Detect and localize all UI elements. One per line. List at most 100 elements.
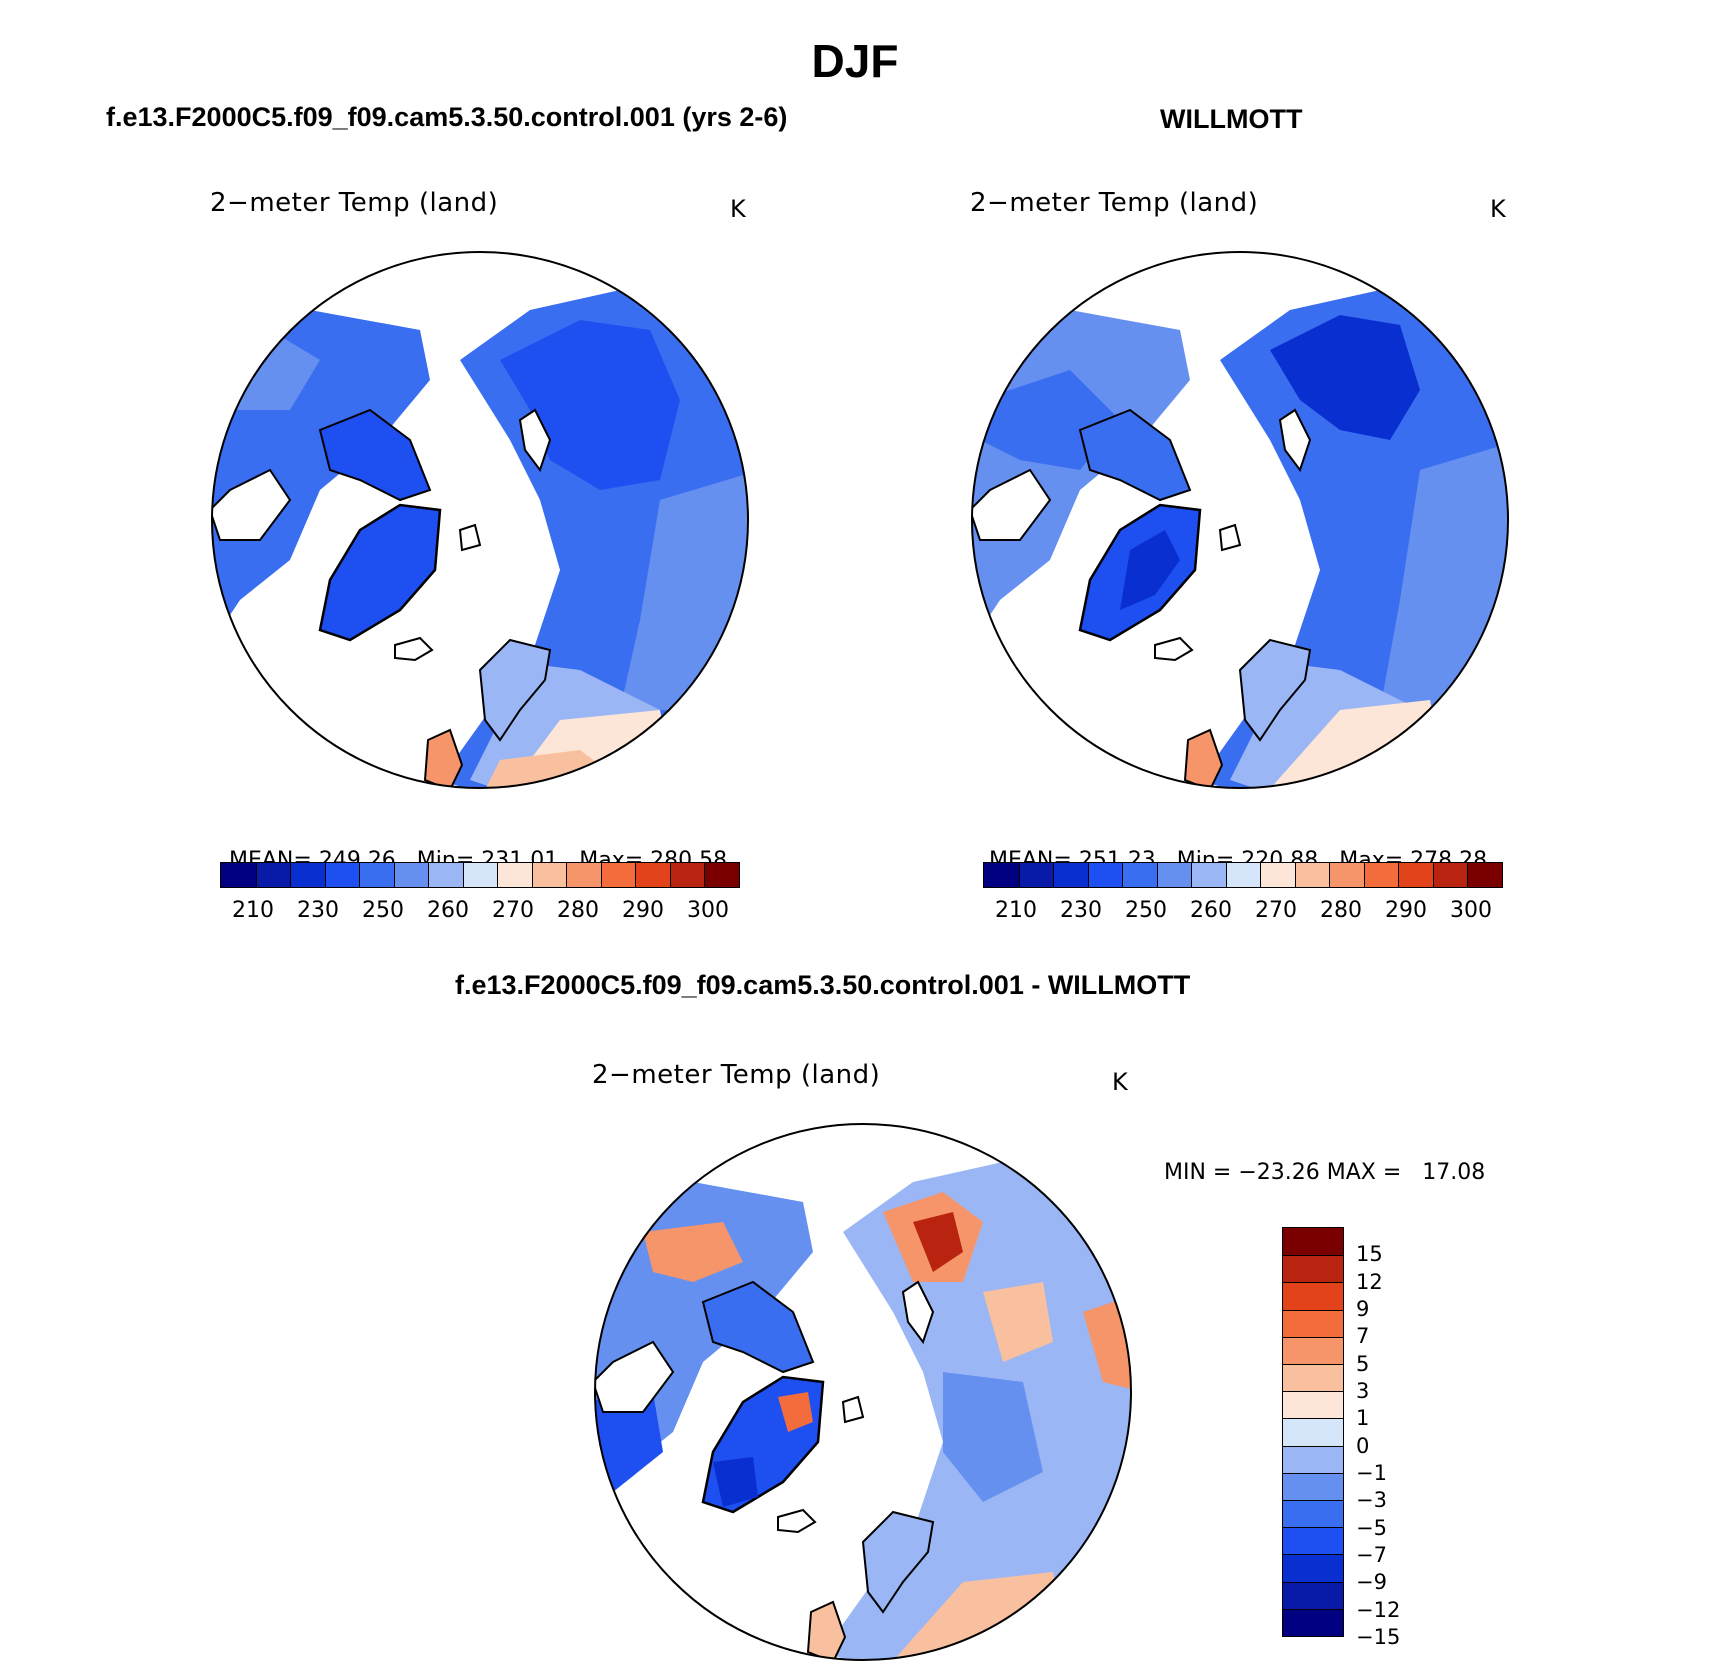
diff-colorbar-swatch bbox=[1283, 1228, 1343, 1256]
obs-title: WILLMOTT bbox=[1160, 104, 1303, 134]
diff-map-units: K bbox=[1112, 1068, 1128, 1096]
left-colorbar-swatch bbox=[531, 863, 567, 887]
right-land-iceland bbox=[1154, 636, 1194, 662]
diff-tick: 12 bbox=[1356, 1269, 1383, 1294]
diff-tick: 0 bbox=[1356, 1433, 1370, 1458]
diff-stats: MIN = −23.26 MAX = 17.08 bbox=[1164, 1160, 1486, 1185]
left-map-units: K bbox=[730, 195, 746, 223]
diff-colorbar-swatch bbox=[1283, 1336, 1343, 1364]
left-colorbar-swatch bbox=[324, 863, 360, 887]
right-colorbar-swatch bbox=[1398, 863, 1433, 887]
right-land-scandinavia bbox=[1238, 638, 1312, 742]
right-land-svalbard bbox=[1218, 523, 1242, 552]
left-tick: 280 bbox=[557, 898, 599, 923]
diff-colorbar-swatch bbox=[1283, 1472, 1343, 1500]
left-tick: 300 bbox=[687, 898, 729, 923]
left-colorbar-swatch bbox=[704, 863, 739, 887]
diff-land-central-warm bbox=[983, 1282, 1053, 1362]
diff-colorbar-ticks: 15 12 9 7 5 3 1 0 −1 −3 −5 −7 −9 −12 −15 bbox=[1356, 1227, 1436, 1649]
diff-colorbar-swatch bbox=[1283, 1581, 1343, 1609]
left-colorbar-swatch bbox=[462, 863, 498, 887]
right-tick: 290 bbox=[1385, 898, 1427, 923]
left-colorbar-swatch bbox=[635, 863, 670, 887]
left-land-archipelago bbox=[318, 408, 432, 502]
diff-land-siberia-hot bbox=[913, 1212, 963, 1272]
right-land-britain bbox=[1183, 728, 1224, 788]
diff-land-scandinavia bbox=[861, 1510, 935, 1614]
diff-colorbar-swatch bbox=[1283, 1255, 1343, 1283]
left-land-scandinavia bbox=[478, 638, 552, 742]
diff-land-greenland-warm bbox=[778, 1392, 813, 1432]
diff-tick: 1 bbox=[1356, 1406, 1370, 1431]
left-map-title: 2−meter Temp (land) bbox=[210, 188, 499, 218]
right-land-greenland-core bbox=[1120, 530, 1180, 610]
diff-land-hudson-bay bbox=[595, 1340, 675, 1413]
diff-tick: 3 bbox=[1356, 1379, 1370, 1403]
left-tick: 230 bbox=[297, 898, 339, 923]
right-colorbar-swatch bbox=[1432, 863, 1468, 887]
left-polar-map bbox=[211, 251, 749, 789]
right-tick: 250 bbox=[1125, 898, 1167, 923]
diff-tick: −15 bbox=[1356, 1625, 1401, 1649]
right-land-siberia-core bbox=[1270, 315, 1420, 440]
diff-land-svalbard bbox=[841, 1395, 865, 1424]
right-colorbar-swatch bbox=[1156, 863, 1192, 887]
right-land-archipelago bbox=[1078, 408, 1192, 502]
diff-map-title: 2−meter Temp (land) bbox=[592, 1060, 881, 1090]
diff-land-greenland-cold bbox=[713, 1457, 758, 1507]
left-land-svalbard bbox=[458, 523, 482, 552]
diff-tick: −12 bbox=[1356, 1597, 1401, 1622]
diff-colorbar-swatch bbox=[1283, 1363, 1343, 1392]
right-map-units: K bbox=[1490, 195, 1506, 223]
right-colorbar-swatch bbox=[1467, 863, 1502, 887]
right-colorbar-swatch bbox=[1363, 863, 1399, 887]
diff-land-europe-warm bbox=[883, 1572, 1063, 1660]
right-colorbar-ticks: 210 230 250 260 270 280 290 300 bbox=[983, 898, 1503, 928]
diff-tick: 5 bbox=[1356, 1351, 1370, 1376]
right-colorbar-swatch bbox=[1122, 863, 1157, 887]
right-colorbar bbox=[983, 862, 1503, 888]
left-land-iceland bbox=[394, 636, 434, 662]
left-colorbar-ticks: 210 230 250 260 270 280 290 300 bbox=[220, 898, 740, 928]
diff-land-alaska-warm bbox=[643, 1222, 743, 1282]
diff-tick: −5 bbox=[1356, 1515, 1387, 1540]
diff-tick: −1 bbox=[1356, 1461, 1387, 1485]
model-case-title: f.e13.F2000C5.f09_f09.cam5.3.50.control.… bbox=[106, 102, 788, 132]
right-colorbar-swatch bbox=[984, 863, 1019, 887]
right-map-title: 2−meter Temp (land) bbox=[970, 188, 1259, 218]
right-colorbar-swatch bbox=[1018, 863, 1054, 887]
diff-colorbar-swatch bbox=[1283, 1309, 1343, 1337]
right-polar-map bbox=[971, 251, 1509, 789]
left-tick: 290 bbox=[622, 898, 664, 923]
left-colorbar-swatch bbox=[497, 863, 532, 887]
left-tick: 210 bbox=[232, 898, 274, 923]
right-land-novaya-zemlya bbox=[1278, 408, 1312, 473]
left-tick: 250 bbox=[362, 898, 404, 923]
left-land-greenland bbox=[318, 503, 442, 642]
left-colorbar bbox=[220, 862, 740, 888]
diff-colorbar-swatch bbox=[1283, 1445, 1343, 1473]
diff-colorbar-swatch bbox=[1283, 1554, 1343, 1582]
diff-tick: 9 bbox=[1356, 1297, 1370, 1321]
diff-colorbar-swatch bbox=[1283, 1282, 1343, 1310]
diff-tick: −9 bbox=[1356, 1570, 1387, 1595]
diff-tick: 15 bbox=[1356, 1242, 1383, 1267]
diff-land-britain bbox=[806, 1600, 847, 1660]
diff-colorbar-swatch bbox=[1283, 1418, 1343, 1446]
right-colorbar-swatch bbox=[1294, 863, 1330, 887]
right-tick: 300 bbox=[1450, 898, 1492, 923]
diff-land-iceland bbox=[777, 1508, 817, 1534]
left-colorbar-swatch bbox=[255, 863, 291, 887]
left-colorbar-swatch bbox=[290, 863, 325, 887]
diff-colorbar-swatch bbox=[1283, 1499, 1343, 1528]
diff-land-eurasia-cold bbox=[943, 1372, 1043, 1502]
diff-tick: 7 bbox=[1356, 1324, 1370, 1349]
right-colorbar-swatch bbox=[1225, 863, 1261, 887]
right-tick: 210 bbox=[995, 898, 1037, 923]
left-colorbar-swatch bbox=[428, 863, 463, 887]
right-colorbar-swatch bbox=[1191, 863, 1226, 887]
left-colorbar-swatch bbox=[600, 863, 636, 887]
left-colorbar-swatch bbox=[669, 863, 705, 887]
right-tick: 270 bbox=[1255, 898, 1297, 923]
diff-tick: −3 bbox=[1356, 1488, 1387, 1513]
